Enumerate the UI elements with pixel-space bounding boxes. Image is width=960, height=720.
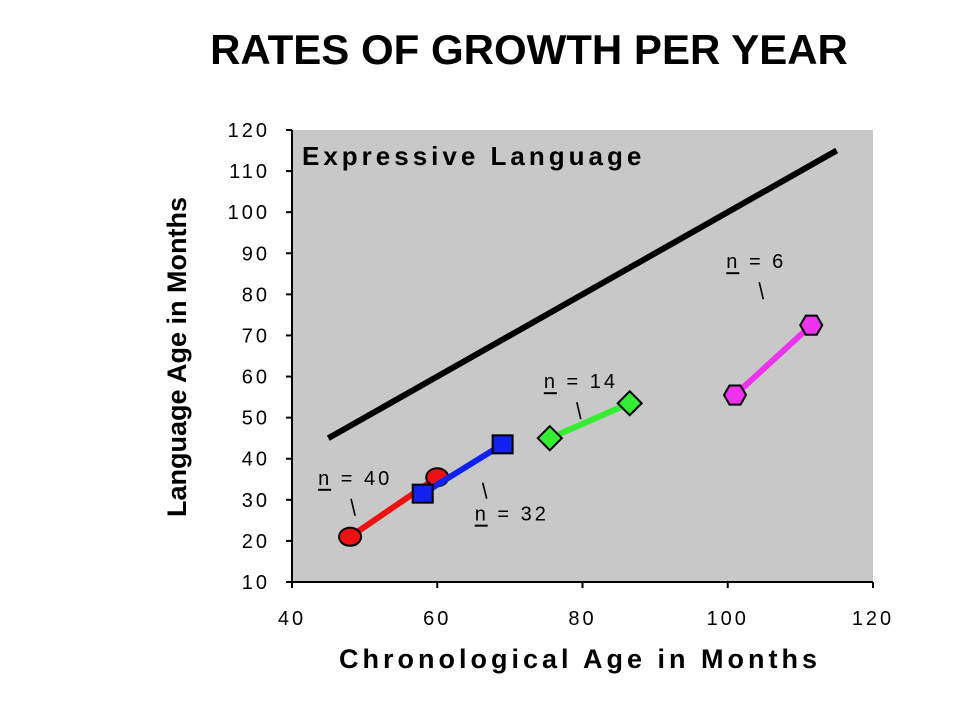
y-axis-label: Language Age in Months (162, 197, 192, 517)
reference-line-group (326, 147, 839, 441)
series-annotation: n = 6 (726, 251, 786, 273)
annotation-leader (481, 482, 488, 499)
x-tick-label: 100 (707, 608, 749, 630)
annotation-leader (576, 401, 582, 420)
series-annotation: n = 14 (544, 371, 618, 393)
y-tick-label: 70 (242, 325, 270, 347)
y-tick-label: 50 (242, 408, 270, 430)
y-tick-label: 10 (242, 572, 270, 594)
y-axis-ticks: 10 20 30 40 50 60 70 80 90 100 110 120 (228, 120, 293, 594)
data-point-square (491, 434, 514, 455)
y-tick-label: 100 (228, 202, 270, 224)
annotations-group: n = 40 n = 32 n = 14 n = 6 (318, 251, 786, 527)
annotation-leader (758, 281, 765, 300)
y-tick-label: 80 (242, 284, 270, 306)
y-tick-label: 40 (242, 449, 270, 471)
series-group (338, 314, 824, 547)
data-point-diamond (536, 424, 564, 452)
y-tick-label: 110 (229, 161, 270, 183)
series-line (421, 441, 505, 497)
x-tick-label: 80 (568, 608, 596, 630)
y-tick-label: 60 (242, 367, 270, 389)
series-line (548, 400, 631, 441)
series-annotation: n = 32 (475, 504, 549, 526)
y-tick-label: 120 (228, 120, 270, 142)
chart-title: RATES OF GROWTH PER YEAR (210, 26, 848, 73)
series-annotation: n = 40 (318, 468, 392, 490)
x-axis-ticks: 40 60 80 100 120 (278, 581, 894, 630)
x-tick-label: 40 (278, 608, 306, 630)
data-point-hexagon (799, 314, 824, 336)
x-tick-label: 60 (423, 608, 451, 630)
reference-line (326, 147, 839, 441)
data-point-hexagon (722, 384, 748, 406)
y-tick-label: 30 (242, 490, 270, 512)
series-line (732, 322, 814, 398)
data-point-circle (338, 526, 363, 547)
x-axis-label: Chronological Age in Months (339, 644, 821, 674)
x-tick-label: 120 (852, 608, 894, 630)
y-tick-label: 20 (242, 531, 270, 553)
y-tick-label: 90 (242, 243, 270, 265)
annotation-leader (350, 498, 356, 516)
chart-subtitle: Expressive Language (302, 141, 645, 171)
data-point-square (411, 483, 434, 504)
data-point-diamond (616, 389, 644, 417)
